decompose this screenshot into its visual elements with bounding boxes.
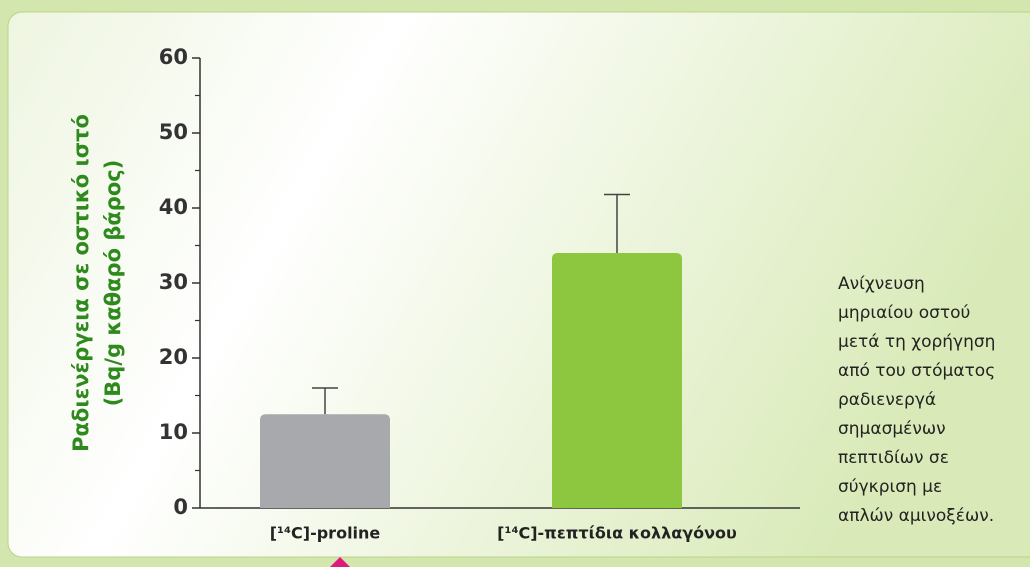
bar (260, 414, 390, 508)
caption-line: από του στόματος (838, 361, 995, 381)
y-tick-label: 50 (159, 120, 188, 144)
y-tick-label: 10 (159, 420, 188, 444)
y-tick-label: 0 (173, 495, 188, 519)
caption-line: Ανίχνευση (838, 274, 925, 294)
caption-line: απλών αμινοξέων. (838, 506, 994, 526)
caption-line: πεπτιδίων σε (838, 448, 949, 468)
caption-line: σύγκριση με (838, 477, 942, 497)
caption-line: μετά τη χορήγηση (838, 332, 995, 352)
y-tick-label: 20 (159, 345, 188, 369)
caption-line: σημασμένων (838, 419, 946, 439)
caption-line: μηριαίου οστού (838, 303, 970, 323)
y-label-line: Ραδιενέργεια σε οστικό ιστό (69, 114, 93, 452)
y-axis-label: Ραδιενέργεια σε οστικό ιστό (Bq/g καθαρό… (69, 114, 125, 452)
caption: Ανίχνευση μηριαίου οστού μετά τη χορήγηση α… (838, 274, 995, 526)
caption-line: ραδιενεργά (838, 390, 936, 410)
y-tick-label: 30 (159, 270, 188, 294)
y-tick-label: 40 (159, 195, 188, 219)
y-tick-label: 60 (159, 45, 188, 69)
y-label-line: (Bq/g καθαρό βάρος) (101, 160, 125, 407)
bar (552, 253, 682, 508)
x-tick-label: [¹⁴C]-πεπτίδια κολλαγόνου (497, 524, 737, 543)
x-tick-label: [¹⁴C]-proline (270, 524, 381, 543)
marker (330, 557, 350, 567)
